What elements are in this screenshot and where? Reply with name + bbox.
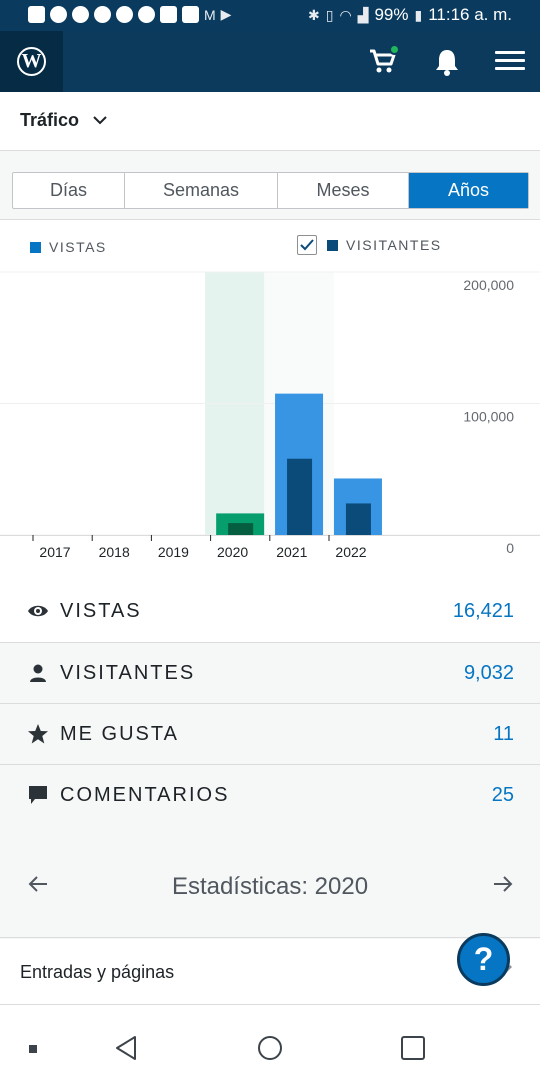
stat-value: 16,421	[452, 599, 514, 622]
traffic-chart-area: VISTAS VISITANTES 2017 2018 2019 2020 2021 20…	[0, 220, 540, 580]
notification-icons: M ▶	[28, 6, 231, 23]
system-status: ✱ ▯ ◠ ▟ 99% ▮ 11:16 a. m.	[308, 5, 512, 25]
stat-value: 25	[491, 783, 514, 806]
arrow-left-icon[interactable]	[27, 873, 49, 895]
menu-icon[interactable]	[495, 51, 525, 73]
status-bar: M ▶ ✱ ▯ ◠ ▟ 99% ▮ 11:16 a. m.	[0, 0, 540, 31]
calendar-icon	[182, 6, 199, 23]
legend-visitors-label: VISITANTES	[346, 237, 442, 253]
x-tick-label: 2021	[276, 544, 307, 560]
posts-label: Entradas y páginas	[20, 962, 175, 982]
stat-value: 11	[493, 722, 514, 745]
app-bar: W	[0, 31, 540, 92]
stat-row-likes[interactable]: ME GUSTA 11	[0, 704, 540, 765]
recents-dot-icon[interactable]	[29, 1045, 37, 1053]
legend-views-swatch	[30, 241, 41, 253]
stats-summary: VISTAS 16,421 VISITANTES 9,032 ME GUSTA …	[0, 580, 540, 826]
traffic-filter[interactable]: Tráfico	[0, 92, 540, 151]
period-navigation: Estadísticas: 2020	[0, 825, 540, 938]
y-tick-label: 0	[506, 540, 514, 556]
youtube-icon: ▶	[220, 6, 232, 22]
chrome-icon	[116, 6, 133, 23]
stat-label: VISTAS	[60, 599, 142, 622]
chart-legend: VISTAS VISITANTES	[0, 220, 540, 272]
bell-icon[interactable]	[433, 47, 461, 77]
back-icon[interactable]	[114, 1035, 138, 1061]
comment-icon	[29, 786, 47, 804]
chrome-icon	[94, 6, 111, 23]
stat-row-comments[interactable]: COMENTARIOS 25	[0, 765, 540, 826]
menu-line	[495, 67, 525, 70]
visitors-checkbox[interactable]	[297, 235, 317, 255]
cart-icon[interactable]	[368, 46, 398, 76]
y-tick-label: 100,000	[463, 409, 514, 425]
battery-icon: ▮	[414, 6, 423, 23]
chevron-down-icon	[93, 116, 107, 125]
help-button[interactable]: ?	[457, 933, 510, 986]
person-icon	[30, 664, 46, 682]
arrow-right-icon[interactable]	[492, 873, 514, 895]
star-icon	[28, 724, 48, 744]
eye-icon	[28, 605, 48, 617]
stat-row-visitors[interactable]: VISITANTES 9,032	[0, 643, 540, 704]
legend-views-label: VISTAS	[49, 239, 107, 255]
home-icon[interactable]	[257, 1035, 283, 1061]
segment-weeks[interactable]: Semanas	[125, 173, 278, 208]
signal-icon: ▟	[357, 6, 369, 23]
stat-label: ME GUSTA	[60, 722, 179, 745]
bar-chart[interactable]: 2017 2018 2019 2020 2021 2022 200,000 100,000 0	[0, 220, 540, 580]
legend-visitors-swatch	[327, 239, 338, 251]
checkmark-icon	[300, 239, 314, 251]
image-icon	[160, 6, 177, 23]
filter-label: Tráfico	[20, 110, 80, 130]
stat-label: COMENTARIOS	[60, 783, 230, 806]
bar-visitors	[287, 458, 313, 535]
period-title: Estadísticas: 2020	[171, 873, 369, 900]
battery-level: 99%	[374, 5, 409, 24]
wordpress-logo: W	[17, 47, 46, 76]
notification-icon	[50, 6, 67, 23]
cart-badge	[389, 44, 400, 55]
stat-label: VISITANTES	[60, 661, 196, 684]
period-selector: Días Semanas Meses Años	[0, 151, 540, 220]
x-tick-label: 2019	[158, 544, 189, 560]
segment-days[interactable]: Días	[13, 173, 125, 208]
legend-visitors[interactable]: VISITANTES	[297, 235, 442, 255]
notification-icon	[28, 6, 45, 23]
bar-visitors	[228, 523, 254, 535]
system-nav-bar	[0, 1005, 540, 1080]
bluetooth-icon: ✱	[308, 6, 320, 23]
vibrate-icon: ▯	[325, 6, 334, 23]
stat-row-views[interactable]: VISTAS 16,421	[0, 580, 540, 643]
stat-value: 9,032	[463, 661, 514, 684]
clock: 11:16 a. m.	[428, 5, 512, 24]
chrome-icon	[72, 6, 89, 23]
wordpress-icon[interactable]: W	[0, 31, 63, 92]
legend-views: VISTAS	[30, 239, 107, 255]
segmented-control: Días Semanas Meses Años	[12, 172, 529, 209]
menu-line	[495, 59, 525, 62]
posts-and-pages-header[interactable]: Entradas y páginas	[0, 939, 540, 1005]
chrome-icon	[138, 6, 155, 23]
y-tick-label: 200,000	[463, 277, 514, 293]
x-tick-label: 2018	[99, 544, 130, 560]
bar-visitors	[345, 503, 371, 535]
gmail-icon: M	[204, 6, 216, 23]
segment-years[interactable]: Años	[409, 173, 528, 208]
x-tick-label: 2020	[217, 544, 248, 560]
wifi-icon: ◠	[339, 6, 352, 23]
segment-months[interactable]: Meses	[278, 173, 409, 208]
x-tick-label: 2022	[335, 544, 366, 560]
x-tick-label: 2017	[39, 544, 70, 560]
menu-line	[495, 51, 525, 54]
overview-icon[interactable]	[401, 1036, 425, 1060]
